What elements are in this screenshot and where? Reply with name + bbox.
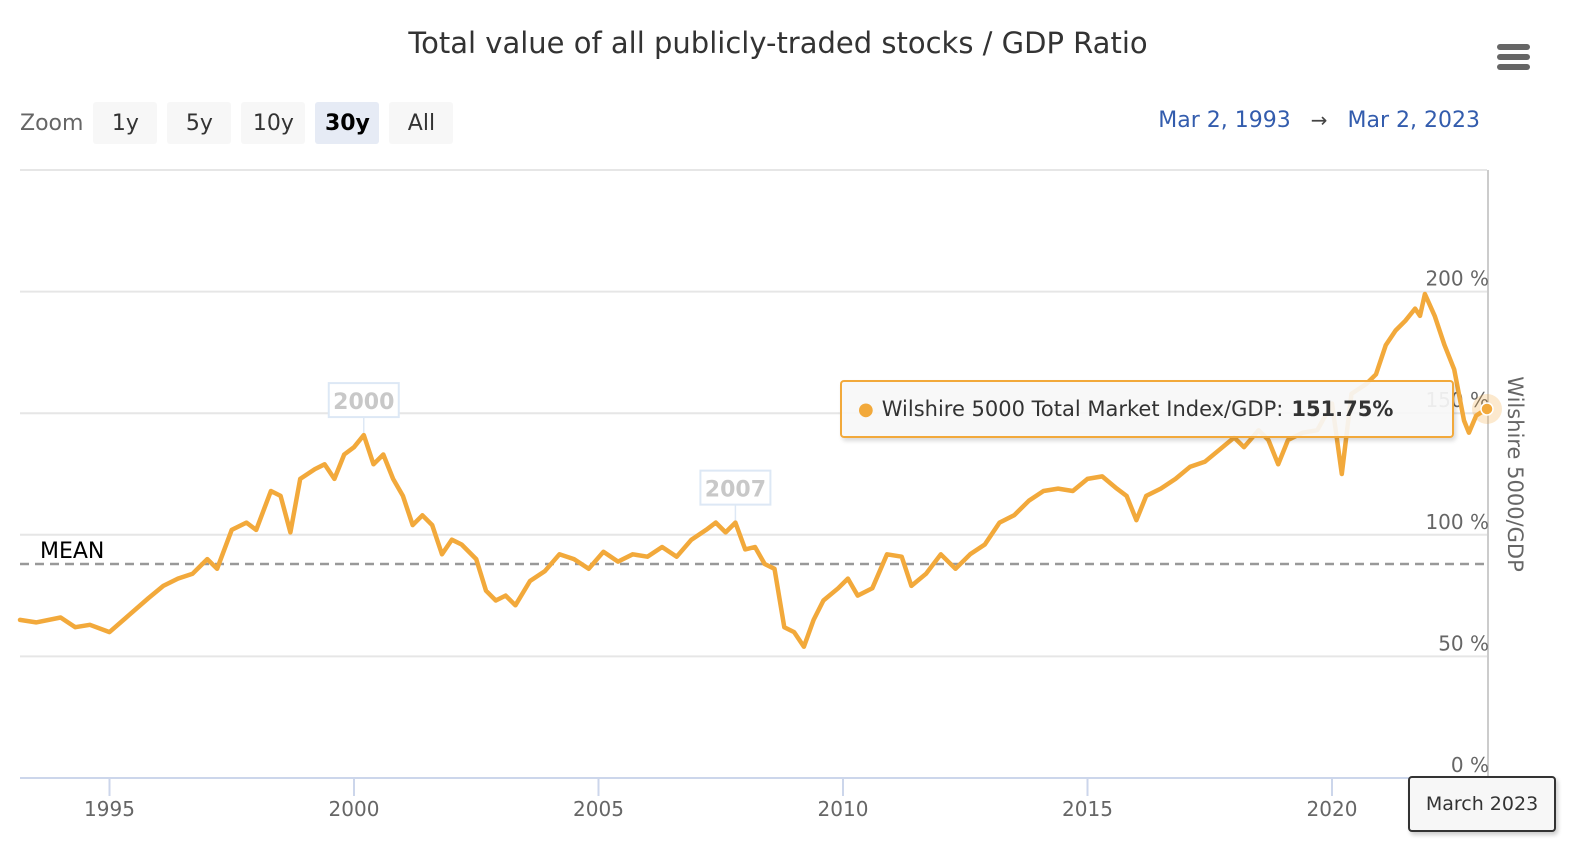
zoom-button-1y[interactable]: 1y [93, 102, 158, 144]
hover-marker [1480, 402, 1494, 416]
flag-label: 2007 [705, 478, 766, 503]
y-tick-label: 100 % [1425, 510, 1489, 534]
series-tooltip: ● Wilshire 5000 Total Market Index/GDP: … [840, 380, 1454, 438]
zoom-button-5y[interactable]: 5y [167, 102, 232, 144]
mean-label: MEAN [40, 539, 104, 564]
y-tick-label: 50 % [1438, 631, 1489, 655]
zoom-button-10y[interactable]: 10y [241, 102, 306, 144]
chart-title: Total value of all publicly-traded stock… [408, 26, 1148, 60]
range-to-input[interactable]: Mar 2, 2023 [1347, 108, 1480, 133]
flag-box [327, 382, 400, 419]
flag-box [699, 469, 772, 506]
flag-label: 2000 [333, 390, 394, 415]
x-tick-label: 2000 [329, 797, 380, 821]
range-from-input[interactable]: Mar 2, 1993 [1158, 108, 1291, 133]
zoom-selector: Zoom 1y 5y 10y 30y All [20, 102, 463, 144]
x-tick-label: 2015 [1062, 797, 1113, 821]
x-tick-label: 1995 [84, 797, 135, 821]
series-dot-icon: ● [858, 398, 874, 420]
date-tooltip: March 2023 [1408, 776, 1556, 832]
y-axis-title: Wilshire 5000/GDP [1503, 376, 1527, 571]
hamburger-menu-icon[interactable] [1494, 42, 1534, 72]
y-tick-label: 0 % [1451, 753, 1489, 777]
zoom-label: Zoom [20, 110, 84, 136]
x-tick-label: 2010 [818, 797, 869, 821]
date-range: Mar 2, 1993 → Mar 2, 2023 [1158, 108, 1480, 133]
tooltip-value: 151.75% [1291, 397, 1394, 421]
zoom-button-all[interactable]: All [389, 102, 454, 144]
arrow-right-icon: → [1310, 108, 1328, 132]
x-tick-label: 2005 [573, 797, 624, 821]
x-tick-label: 2020 [1307, 797, 1358, 821]
zoom-button-30y[interactable]: 30y [315, 102, 380, 144]
tooltip-series-label: Wilshire 5000 Total Market Index/GDP: [881, 397, 1284, 421]
y-tick-label: 200 % [1425, 267, 1489, 291]
